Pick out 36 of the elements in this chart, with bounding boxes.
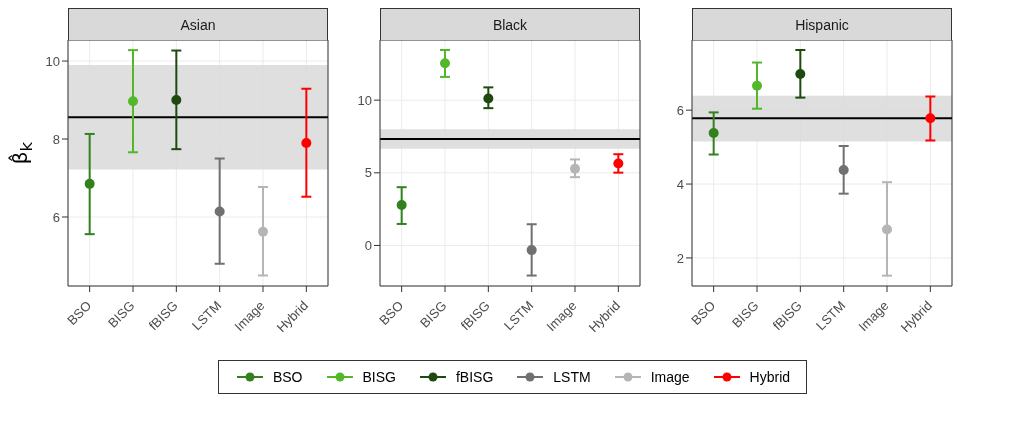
legend-label: BSO (272, 369, 303, 385)
chart-title: Hispanic (692, 8, 952, 40)
legend-label: Image (650, 369, 690, 385)
point (570, 163, 580, 174)
point (795, 68, 806, 79)
y-tick-label: 10 (45, 53, 60, 69)
chart-title: Asian (68, 8, 328, 40)
point (128, 96, 138, 107)
legend-label: BISG (362, 369, 396, 385)
y-tick-label: 10 (357, 92, 372, 108)
point (258, 226, 268, 237)
point (838, 165, 849, 176)
y-tick-label: 2 (676, 250, 684, 266)
y-tick-label: 0 (364, 238, 372, 254)
legend-label: LSTM (553, 369, 591, 385)
point (171, 95, 182, 106)
point (214, 206, 225, 217)
point (708, 128, 719, 139)
y-tick-label: 8 (52, 131, 60, 147)
legend-label: fBISG (455, 369, 494, 385)
point (925, 113, 936, 124)
point (752, 80, 762, 91)
point (396, 199, 407, 210)
y-tick-label: 4 (676, 176, 684, 192)
chart-title: Black (380, 8, 640, 40)
point (483, 93, 494, 104)
point (882, 224, 892, 235)
y-tick-label: 6 (676, 102, 684, 118)
point (301, 137, 312, 148)
point (84, 178, 95, 189)
point (440, 58, 450, 69)
legend-label: Hybrid (749, 369, 791, 385)
point (526, 245, 537, 256)
y-tick-label: 6 (52, 209, 60, 225)
y-tick-label: 5 (364, 165, 372, 181)
point (613, 158, 624, 169)
